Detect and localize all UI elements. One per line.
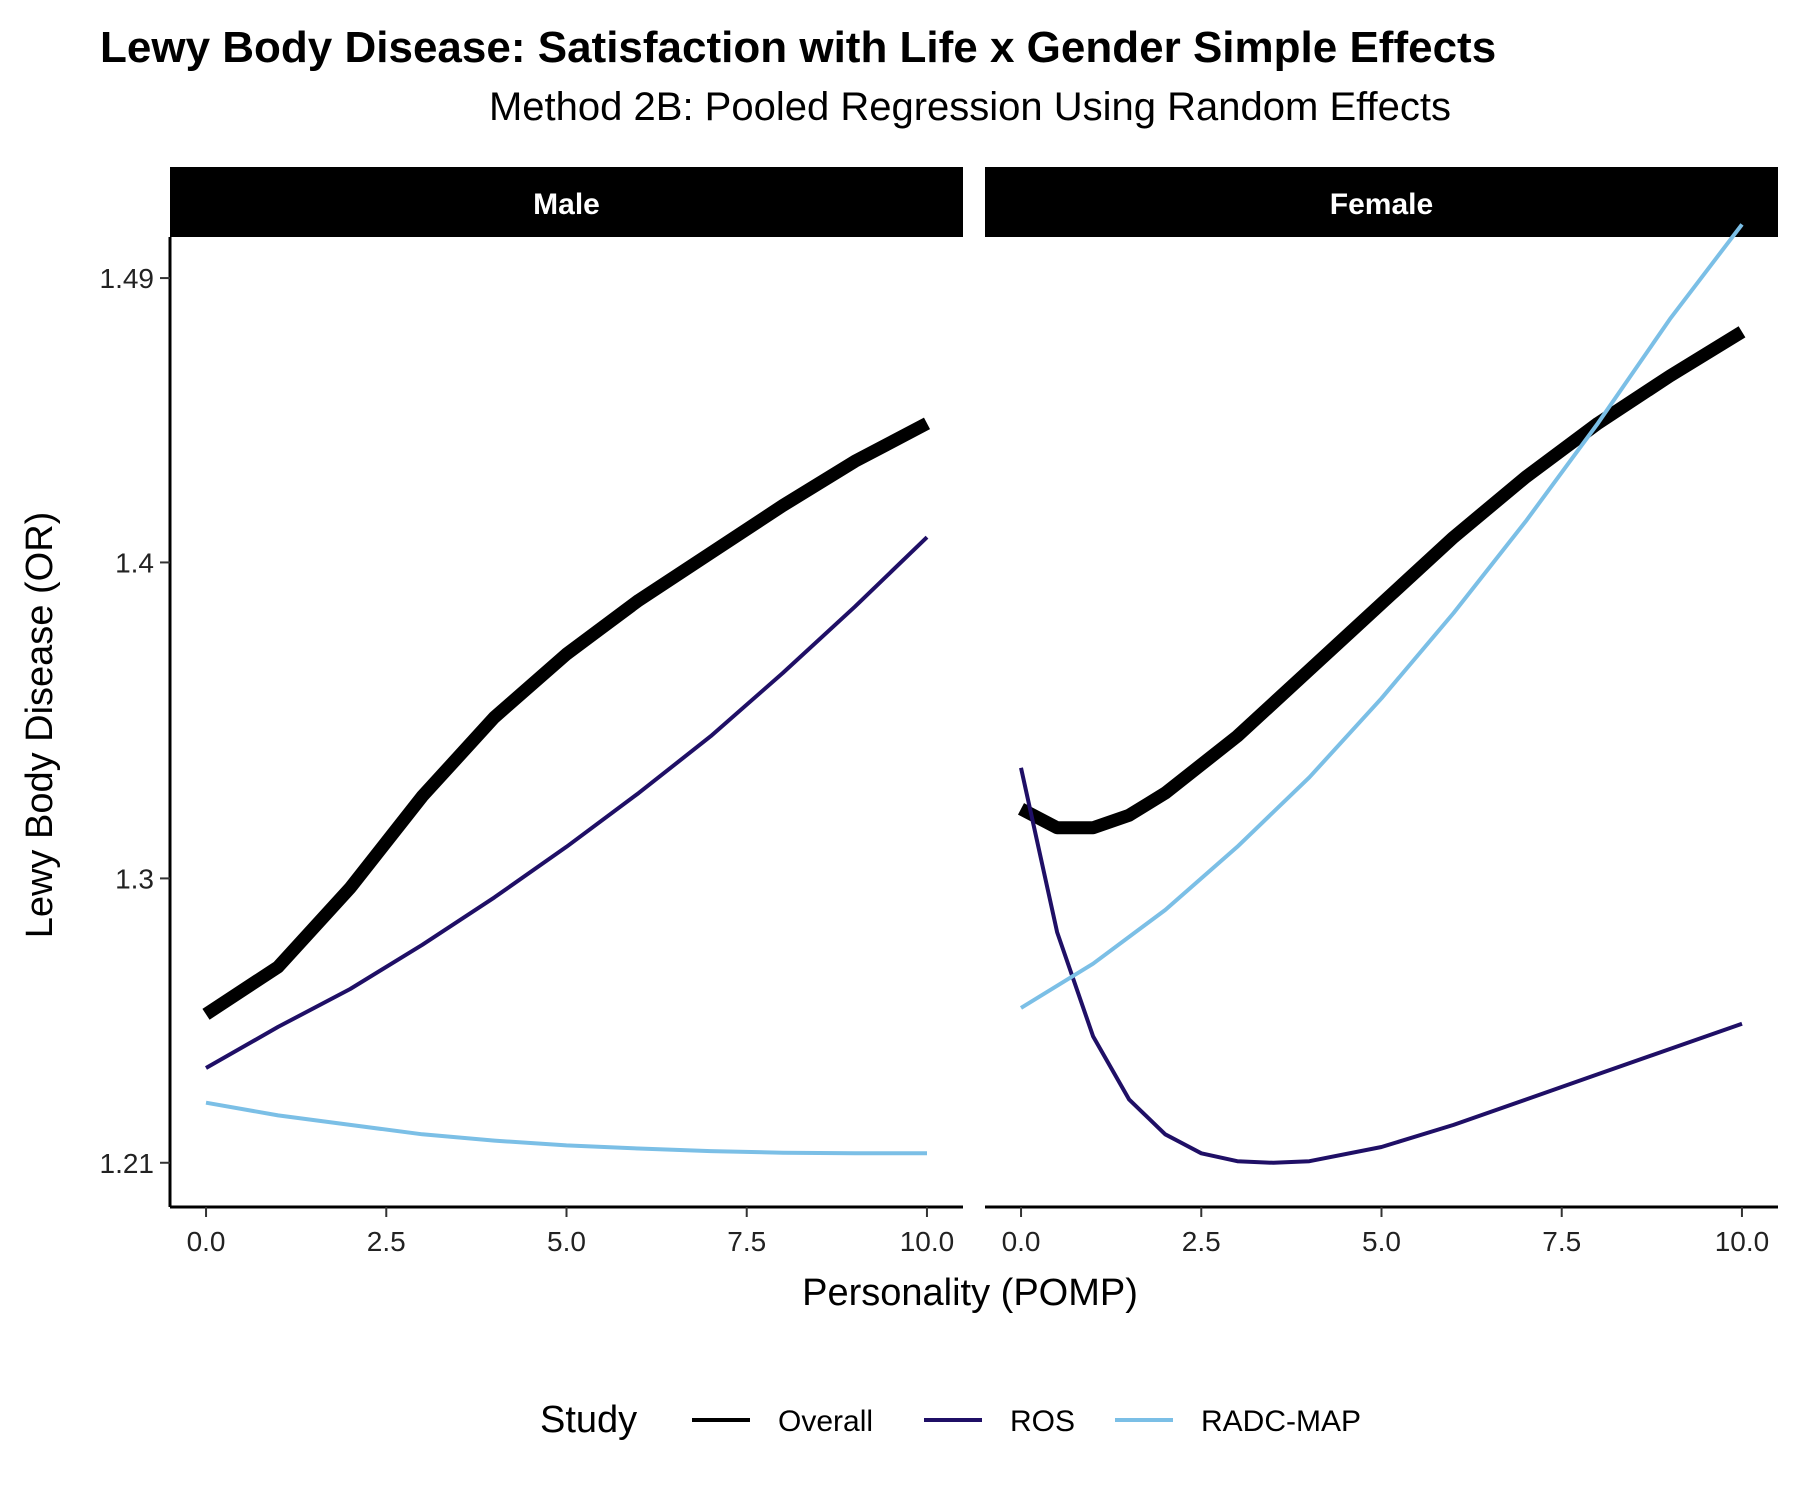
y-tick-label: 1.49: [100, 263, 155, 294]
strip-male: [170, 167, 963, 237]
y-tick-label: 1.3: [115, 863, 154, 894]
legend-label: RADC-MAP: [1201, 1405, 1361, 1438]
y-tick-label: 1.4: [115, 547, 154, 578]
series-line-ros-male: [205, 535, 929, 1070]
x-tick-label: 2.5: [1182, 1226, 1221, 1257]
chart-subtitle: Method 2B: Pooled Regression Using Rando…: [489, 85, 1451, 129]
x-tick-label: 5.0: [1362, 1226, 1401, 1257]
panels: Male 0.0 2.5 5.0 7.5 10.0 Female 0.0 2.5 5.0 7.5 10…: [170, 167, 1778, 1257]
y-axis: 1.21 1.3 1.4 1.49: [100, 237, 172, 1207]
x-tick-label: 7.5: [727, 1226, 766, 1257]
series-line-overall-female: [1017, 326, 1746, 835]
series-line-ros-female: [1019, 767, 1743, 1165]
strip-female: [985, 167, 1778, 237]
chart-title: Lewy Body Disease: Satisfaction with Lif…: [100, 23, 1496, 72]
strip-label: Male: [533, 188, 600, 221]
y-tick-label: 1.21: [100, 1148, 155, 1179]
series-line-radc-map-female: [1019, 223, 1744, 1010]
x-tick-label: 5.0: [547, 1226, 586, 1257]
x-tick-label: 10.0: [1715, 1226, 1770, 1257]
x-tick-label: 2.5: [367, 1226, 406, 1257]
panel-female: Female 0.0 2.5 5.0 7.5 10.0: [985, 167, 1778, 1257]
series-line-radc-map-male: [205, 1100, 927, 1156]
x-tick-label: 0.0: [1002, 1226, 1041, 1257]
x-axis-title: Personality (POMP): [802, 1272, 1138, 1314]
legend-label: ROS: [1010, 1405, 1075, 1438]
strip-label: Female: [1330, 188, 1433, 221]
panel-male: Male 0.0 2.5 5.0 7.5 10.0: [170, 167, 963, 1257]
legend-label: Overall: [778, 1405, 873, 1438]
x-tick-label: 10.0: [900, 1226, 955, 1257]
x-tick-label: 0.0: [187, 1226, 226, 1257]
x-tick-label: 7.5: [1542, 1226, 1581, 1257]
series-line-overall-male: [202, 417, 931, 1020]
y-axis-title: Lewy Body Disease (OR): [19, 512, 61, 939]
legend-title: Study: [540, 1399, 637, 1441]
legend: Study Overall ROS RADC-MAP: [540, 1399, 1361, 1441]
